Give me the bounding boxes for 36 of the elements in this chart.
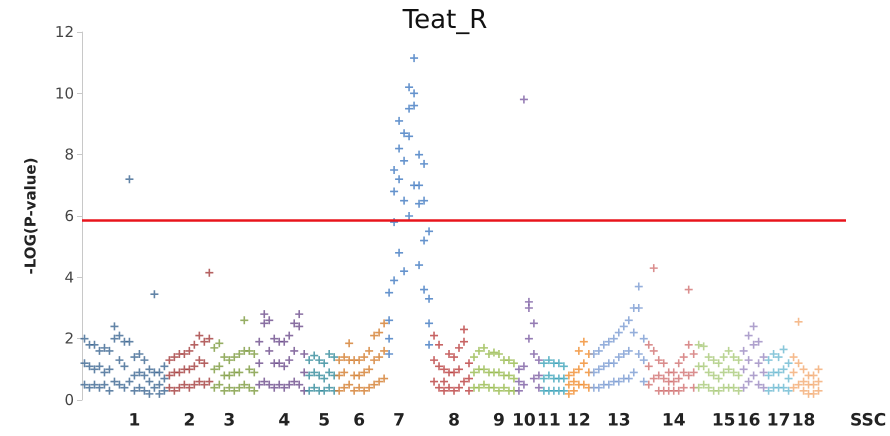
point <box>395 144 404 153</box>
chart-title: Teat_R <box>402 5 488 35</box>
x-tick-label: 6 <box>353 410 366 430</box>
x-tick-label: 1 <box>128 410 140 430</box>
x-tick-label: 7 <box>393 410 406 430</box>
y-tick-label: 8 <box>64 146 74 164</box>
point <box>400 156 408 165</box>
x-tick-label: 2 <box>183 410 196 430</box>
x-tick-label: 3 <box>223 410 236 430</box>
y-tick-label: 12 <box>54 23 74 41</box>
x-tick-label: 13 <box>606 410 631 430</box>
x-tick-label: 8 <box>448 410 460 430</box>
x-tick-label: 16 <box>736 410 760 430</box>
x-tick-label: 15 <box>712 410 736 430</box>
x-tick-label: 18 <box>792 410 816 430</box>
x-tick-label: 5 <box>318 410 330 430</box>
x-tick-label: 12 <box>567 410 591 430</box>
y-tick-label: 0 <box>64 391 74 409</box>
x-tick-label: 9 <box>493 410 505 430</box>
point <box>425 319 434 328</box>
point <box>420 196 428 205</box>
point <box>410 89 418 98</box>
y-tick-label: 2 <box>64 330 74 348</box>
y-axis-title: -LOG(P-value) <box>22 158 40 274</box>
x-tick-label: 14 <box>662 410 686 430</box>
x-tick-label: 11 <box>537 410 561 430</box>
point <box>385 334 394 343</box>
x-tick-label: 10 <box>512 410 536 430</box>
x-axis-title: SSC <box>850 410 886 430</box>
x-tick-label: 17 <box>766 410 790 430</box>
point <box>390 187 398 196</box>
y-tick-label: 6 <box>64 207 74 225</box>
point <box>405 132 414 140</box>
y-tick-label: 10 <box>54 84 74 102</box>
y-tick-label: 4 <box>64 268 74 286</box>
x-tick-label: 4 <box>278 410 290 430</box>
